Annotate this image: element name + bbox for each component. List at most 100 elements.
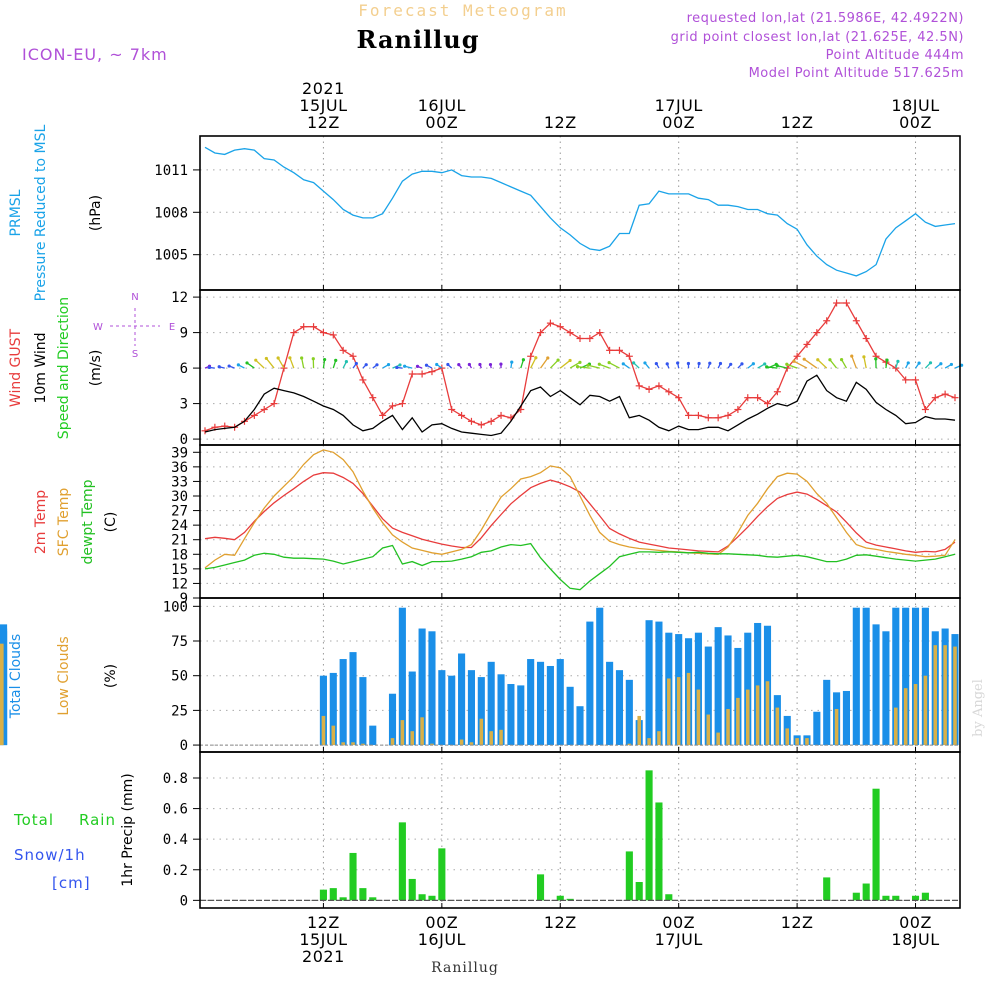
total-cloud-bar [546, 665, 554, 746]
low-cloud-bar [894, 707, 898, 746]
wind-arrow [850, 354, 857, 369]
wind-arrow [828, 358, 838, 369]
wind-arrow [300, 356, 305, 369]
wind-arrow [643, 361, 650, 369]
gust-marker [418, 370, 426, 378]
wind-arrow-head [288, 356, 292, 360]
gust-marker [606, 346, 614, 354]
top-time-label: 12Z [544, 113, 577, 132]
wind-arrow [802, 357, 818, 369]
y-tick-label-precip: 0.6 [163, 802, 188, 818]
wind-arrow-head [928, 361, 933, 365]
top-time-label: 18JUL [891, 96, 939, 115]
low-cloud-bar [0, 643, 4, 746]
gust-marker [615, 346, 623, 354]
wind-arrow-head [939, 362, 943, 366]
footer-location: Ranillug [431, 960, 499, 976]
gust-marker [546, 319, 554, 327]
rain-bar [339, 897, 347, 901]
total-cloud-bar [734, 647, 742, 746]
snow-label: Snow/1h [14, 846, 86, 864]
wind-arrow [478, 362, 482, 369]
y-tick-label-temperature: 33 [171, 474, 188, 490]
low-clouds-label: Low Clouds [56, 636, 72, 715]
wind-arrow [207, 365, 215, 370]
rain-bar [852, 892, 860, 901]
y-tick-label-clouds: 50 [171, 669, 188, 685]
rain-bar [359, 888, 367, 901]
wind-arrow-head [424, 363, 429, 367]
low-cloud-bar [913, 684, 918, 746]
wind-arrow-shaft [277, 357, 285, 369]
gust-marker [852, 317, 860, 325]
wind-arrow-shaft [766, 366, 778, 369]
low-cloud-bar [765, 681, 770, 746]
wind-arrow-head [415, 364, 420, 368]
gust-marker [665, 388, 673, 396]
wind-arrow [217, 365, 225, 369]
y-tick-label-pressure: 1011 [154, 163, 188, 179]
gust-marker [497, 411, 505, 419]
wind-arrow-shaft [777, 365, 788, 369]
wind-arrow-head [949, 362, 954, 367]
wind-arrow [632, 361, 640, 369]
wind-arrow-head [395, 365, 399, 370]
wind-arrow-shaft [530, 357, 537, 369]
gust-marker [685, 411, 693, 419]
y-tick-label-clouds: 0 [180, 738, 188, 754]
wind-arrow-head [597, 362, 601, 366]
wind-arrow-shaft [289, 357, 295, 369]
gust-marker [912, 376, 920, 384]
wind-arrow [586, 363, 600, 369]
wind-arrow-head [828, 358, 832, 362]
low-cloud-bar [755, 685, 760, 746]
rain-bar [882, 895, 890, 901]
wind-arrow-head [311, 357, 315, 361]
y-tick-label-temperature: 27 [171, 504, 188, 520]
wind-arrow-head [546, 356, 550, 360]
gust-marker [793, 352, 801, 360]
total-cloud-bar [586, 621, 594, 746]
wind-arrow-shaft [577, 365, 590, 369]
wind-arrow-shaft [863, 356, 867, 369]
rain-bar [872, 788, 880, 901]
y-tick-label-clouds: 75 [171, 634, 188, 650]
wind-arrow [676, 361, 680, 369]
gust-marker [408, 370, 416, 378]
wind-arrow-head [874, 357, 878, 361]
low-cloud-bar [430, 743, 434, 746]
total-cloud-bar [517, 685, 525, 746]
low-cloud-bar [657, 731, 661, 746]
wind-arrow-shaft [255, 359, 265, 369]
y-tick-label-pressure: 1005 [154, 248, 188, 264]
gust-marker [951, 394, 959, 402]
wind-arrow [569, 360, 582, 369]
total-cloud-bar [615, 670, 624, 746]
rain-bar [536, 874, 545, 901]
total-cloud-bar [872, 624, 880, 746]
series-line-prmsl [204, 146, 956, 277]
gust-marker [477, 421, 485, 429]
gust-marker [566, 329, 574, 337]
wind-arrow-head [264, 356, 268, 361]
wind-arrow [254, 358, 265, 369]
low-cloud-bar [923, 675, 928, 746]
gust-marker [764, 400, 771, 408]
gust-marker [724, 411, 732, 419]
rain-bar [319, 889, 327, 901]
location-title: Ranillug [356, 25, 479, 54]
wind-arrow-shaft [803, 358, 818, 369]
y-tick-label-wind: 3 [180, 397, 188, 413]
rain-bar [862, 883, 870, 901]
y-tick-label-precip: 0.8 [163, 771, 188, 787]
wind-arrow-shaft [793, 360, 808, 369]
total-cloud-bar [724, 635, 732, 746]
total-cloud-bar [714, 627, 722, 746]
gust-marker [487, 417, 495, 425]
wind-arrow [311, 357, 315, 369]
gust-marker [448, 406, 456, 414]
wind-arrow [737, 362, 744, 369]
gust-marker [645, 385, 653, 393]
gust-marker [862, 335, 870, 343]
gust-marker [675, 394, 683, 402]
